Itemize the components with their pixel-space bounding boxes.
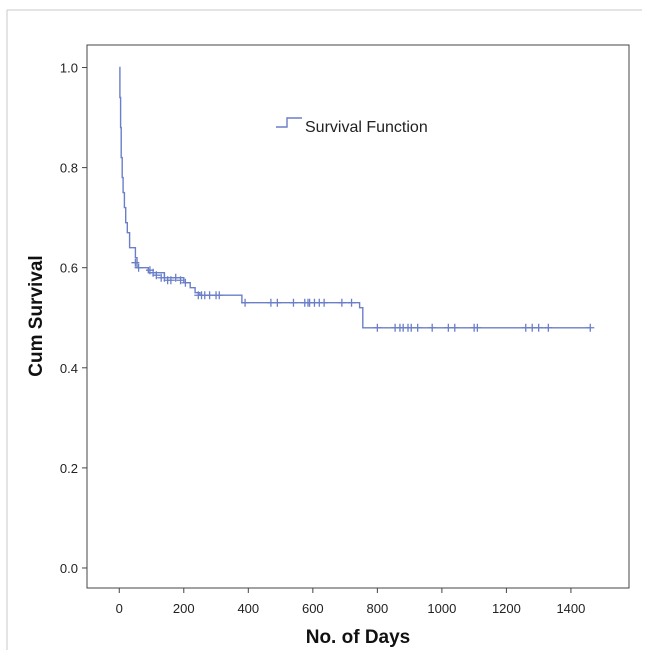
censor-mark [373,323,382,332]
censor-mark [171,273,180,282]
censor-mark [131,258,140,267]
x-tick-label: 400 [237,601,259,616]
censor-mark [152,271,161,280]
censor-mark [428,323,437,332]
x-tick-label: 1400 [556,601,585,616]
x-tick-label: 600 [302,601,324,616]
censor-mark [544,323,553,332]
censor-mark [337,298,346,307]
censor-mark [320,298,329,307]
x-tick-label: 1000 [427,601,456,616]
x-tick-label: 200 [173,601,195,616]
censor-mark [473,323,482,332]
censor-mark [273,298,282,307]
legend-symbol [276,117,302,128]
censor-mark [413,323,422,332]
censor-mark [134,263,143,272]
x-axis-label: No. of Days [306,627,411,648]
legend: Survival Function [276,117,428,136]
x-axis-ticks: 0 200 400 600 800 1000 1200 1400 [116,588,585,616]
censor-mark [586,323,595,332]
y-tick-label: 0.0 [60,561,78,576]
censor-mark [181,278,190,287]
censor-mark [176,276,185,285]
y-tick-label: 0.2 [60,461,78,476]
censor-mark [289,298,298,307]
y-tick-label: 0.4 [60,361,78,376]
y-axis-label: Cum Survival [26,255,47,376]
y-axis-ticks: 0.0 0.2 0.4 0.6 0.8 1.0 [60,61,87,576]
y-tick-label: 1.0 [60,61,78,76]
censor-mark [534,323,543,332]
censor-mark [215,291,224,300]
censor-mark [347,298,356,307]
x-tick-label: 800 [367,601,389,616]
censor-mark [241,298,250,307]
censor-mark [450,323,459,332]
censored-marks [131,258,595,332]
plot-area-border [86,44,630,589]
x-tick-label: 1200 [492,601,521,616]
censor-mark [166,276,175,285]
y-tick-label: 0.8 [60,161,78,176]
x-tick-label: 0 [116,601,123,616]
legend-label: Survival Function [305,119,428,136]
y-tick-label: 0.6 [60,261,78,276]
